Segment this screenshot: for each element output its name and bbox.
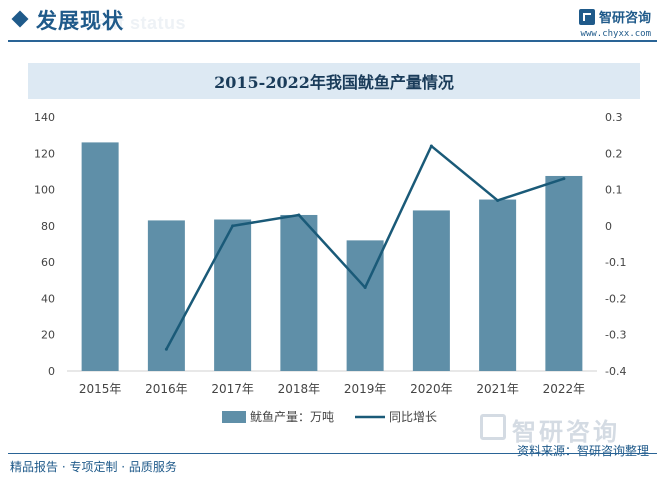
y-right-tick-label: 0.1 (605, 184, 623, 197)
line-point (562, 177, 566, 181)
y-right-tick-label: 0.2 (605, 147, 623, 160)
bar (545, 175, 583, 371)
y-left-tick-label: 100 (34, 184, 55, 197)
brand-name: 智研咨询 (598, 11, 651, 26)
source-note: 资料来源：智研咨询整理 (516, 444, 649, 458)
line-point (297, 213, 301, 217)
bar (479, 199, 517, 371)
y-left-tick-label: 60 (41, 256, 55, 269)
y-left-tick-label: 80 (41, 220, 55, 233)
header-divider (8, 40, 657, 42)
x-tick-label: 2020年 (410, 382, 453, 396)
chart-title: 2015-2022年我国鱿鱼产量情况 (28, 63, 640, 99)
bar (147, 220, 185, 371)
bar (280, 214, 318, 371)
x-tick-label: 2017年 (211, 382, 254, 396)
line-point (164, 347, 168, 351)
footer-slogan: 精品报告 · 专项定制 · 品质服务 (10, 460, 177, 474)
y-left-tick-label: 120 (34, 147, 55, 160)
x-tick-label: 2019年 (344, 382, 387, 396)
legend-label: 鱿鱼产量：万吨 (250, 409, 334, 424)
bar (214, 219, 252, 371)
y-right-tick-label: -0.3 (605, 329, 626, 342)
legend-label: 同比增长 (389, 410, 437, 424)
watermark-logo-icon (480, 414, 506, 440)
brand: 智研咨询 www.chyxx.com (578, 7, 651, 39)
y-left-tick-label: 20 (41, 329, 55, 342)
footer-divider (8, 453, 657, 454)
y-right-tick-label: -0.2 (605, 292, 626, 305)
bar (412, 210, 450, 371)
line-point (496, 198, 500, 202)
y-right-tick-label: 0 (605, 220, 612, 233)
x-tick-label: 2018年 (278, 382, 321, 396)
y-left-tick-label: 40 (41, 292, 55, 305)
page-title: 发展现状 (36, 8, 124, 33)
y-right-tick-label: 0.3 (605, 111, 623, 124)
x-tick-label: 2016年 (145, 382, 188, 396)
brand-url: www.chyxx.com (580, 29, 651, 39)
y-right-tick-label: -0.1 (605, 256, 626, 269)
y-right-tick-label: -0.4 (605, 365, 626, 378)
watermark-text: 智研咨询 (512, 418, 620, 446)
brand-logo-icon (578, 8, 595, 25)
x-tick-label: 2022年 (543, 382, 586, 396)
x-tick-label: 2021年 (476, 382, 519, 396)
y-left-tick-label: 0 (48, 365, 55, 378)
y-left-tick-label: 140 (34, 111, 55, 124)
legend-swatch-bar (222, 411, 246, 423)
header-subtitle: ent status (96, 13, 187, 33)
x-tick-label: 2015年 (79, 382, 122, 396)
line-point (363, 286, 367, 290)
bar (81, 142, 119, 371)
line-point (231, 224, 235, 228)
line-point (429, 144, 433, 148)
